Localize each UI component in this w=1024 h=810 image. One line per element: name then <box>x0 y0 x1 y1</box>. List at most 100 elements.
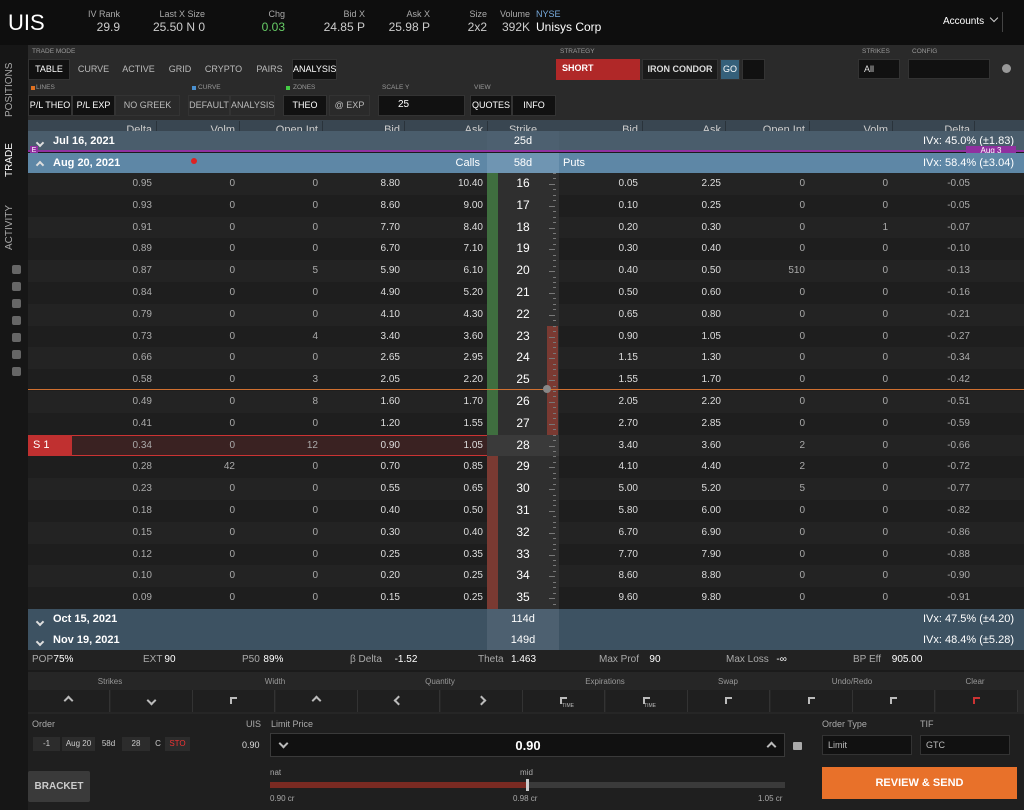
strike-bg <box>487 194 559 217</box>
scale-tick <box>553 603 556 605</box>
bracket-button[interactable]: BRACKET <box>28 771 90 802</box>
call-cell: 0.70 <box>380 461 400 473</box>
scale-tick <box>553 456 556 458</box>
control-button[interactable] <box>605 690 688 712</box>
expiration-date[interactable]: Nov 19, 2021 <box>53 634 120 646</box>
scale-tick <box>553 565 556 567</box>
header-bar <box>0 0 1024 45</box>
position-marker[interactable]: S 1 <box>28 434 72 457</box>
mode-button[interactable]: GRID <box>162 59 198 80</box>
call-cell: 0 <box>229 330 235 342</box>
section-label: STRATEGY <box>560 48 595 55</box>
put-cell: 8.80 <box>701 570 721 582</box>
call-cell: 0.40 <box>463 526 483 538</box>
limit-value[interactable]: 0.90 <box>515 738 541 753</box>
control-button[interactable] <box>770 690 853 712</box>
call-cell: 0.89 <box>132 243 152 255</box>
strikes-dropdown[interactable]: All <box>858 59 900 79</box>
option-button[interactable]: QUOTES <box>470 95 512 116</box>
put-cell: 0 <box>882 352 888 364</box>
option-button[interactable]: ANALYSIS <box>230 95 275 116</box>
control-button[interactable] <box>523 690 605 712</box>
put-cell: 2.25 <box>701 178 721 189</box>
option-button[interactable]: P/L THEO <box>28 95 72 116</box>
put-cell: 0 <box>882 548 888 560</box>
sidebar-icon <box>12 333 21 342</box>
sidebar-tab[interactable]: POSITIONS <box>4 62 15 118</box>
mode-button[interactable]: TABLE <box>28 59 70 80</box>
put-cell: -0.07 <box>947 221 970 233</box>
call-cell: 0.10 <box>132 570 152 582</box>
control-button[interactable] <box>688 690 770 712</box>
call-cell: 0 <box>229 505 235 516</box>
put-cell: 0.65 <box>618 308 638 320</box>
scale-tick <box>553 200 556 202</box>
call-cell: 0.34 <box>132 439 152 451</box>
call-cell: 0 <box>229 178 235 189</box>
scale-tick <box>553 189 556 191</box>
accounts-menu[interactable]: Accounts <box>943 16 985 27</box>
put-cell: 1 <box>882 221 888 233</box>
order-type[interactable]: Limit <box>822 735 912 755</box>
put-cell: 0 <box>799 417 805 429</box>
strike-bg <box>487 543 559 566</box>
control-button[interactable] <box>193 690 275 712</box>
strategy-button[interactable]: IRON CONDOR <box>642 59 718 80</box>
control-button[interactable] <box>110 690 193 712</box>
call-cell: 0 <box>229 483 235 495</box>
put-cell: 0.30 <box>701 221 721 233</box>
control-button[interactable] <box>275 690 358 712</box>
control-label: Width <box>264 677 286 686</box>
option-button[interactable]: NO GREEK <box>115 95 180 116</box>
tif[interactable]: GTC <box>920 735 1010 755</box>
control-button[interactable] <box>853 690 935 712</box>
control-button[interactable] <box>358 690 440 712</box>
stat-value: -∞ <box>776 654 787 665</box>
column-divider <box>404 121 405 139</box>
option-button[interactable]: THEO <box>283 95 327 116</box>
option-button[interactable]: P/L EXP <box>72 95 115 116</box>
control-icon <box>807 697 815 704</box>
column-divider <box>809 121 810 139</box>
strike-bg <box>487 303 559 326</box>
strike-cell <box>487 609 559 630</box>
option-button[interactable]: INFO <box>512 95 556 116</box>
submit-button[interactable]: REVIEW & SEND <box>822 767 1017 799</box>
dte: 149d <box>510 634 536 646</box>
mode-button[interactable]: ANALYSIS <box>292 59 337 80</box>
put-cell: 0 <box>799 374 805 386</box>
order-leg: 58d <box>101 739 116 748</box>
call-cell: 0 <box>312 592 318 604</box>
expiration-date[interactable]: Jul 16, 2021 <box>53 135 115 147</box>
option-button[interactable]: @ EXP <box>329 95 370 116</box>
itm-stripe <box>487 303 498 326</box>
scale-tick <box>553 303 556 305</box>
go-button[interactable]: GO <box>720 59 740 80</box>
call-cell: 0.20 <box>380 570 400 582</box>
sidebar-tab[interactable]: TRADE <box>4 143 15 177</box>
option-button[interactable]: DEFAULT <box>188 95 230 116</box>
mode-button[interactable]: PAIRS <box>249 59 290 80</box>
mode-button[interactable]: ACTIVE <box>117 59 160 80</box>
put-cell: 0 <box>799 287 805 298</box>
sidebar-tab[interactable]: ACTIVITY <box>4 204 15 250</box>
mode-button[interactable]: CRYPTO <box>200 59 247 80</box>
strike: 35 <box>516 590 530 605</box>
sidebar <box>0 45 28 810</box>
itm-stripe <box>487 194 498 217</box>
put-cell: 0 <box>882 505 888 516</box>
column-divider <box>487 121 488 139</box>
put-cell: 9.60 <box>618 592 638 604</box>
control-button[interactable] <box>28 690 110 712</box>
expiration-date[interactable]: Oct 15, 2021 <box>53 613 118 625</box>
put-cell: 0.40 <box>701 243 721 255</box>
put-cell: 0 <box>882 287 888 298</box>
expiration-date[interactable]: Aug 20, 2021 <box>53 157 121 169</box>
call-cell: 1.70 <box>463 396 483 407</box>
control-button[interactable] <box>935 690 1018 712</box>
strike: 24 <box>516 350 530 365</box>
side-button[interactable]: SHORT <box>556 59 640 80</box>
sidebar-icon <box>12 282 21 291</box>
control-button[interactable] <box>440 690 523 712</box>
mode-button[interactable]: CURVE <box>72 59 115 80</box>
